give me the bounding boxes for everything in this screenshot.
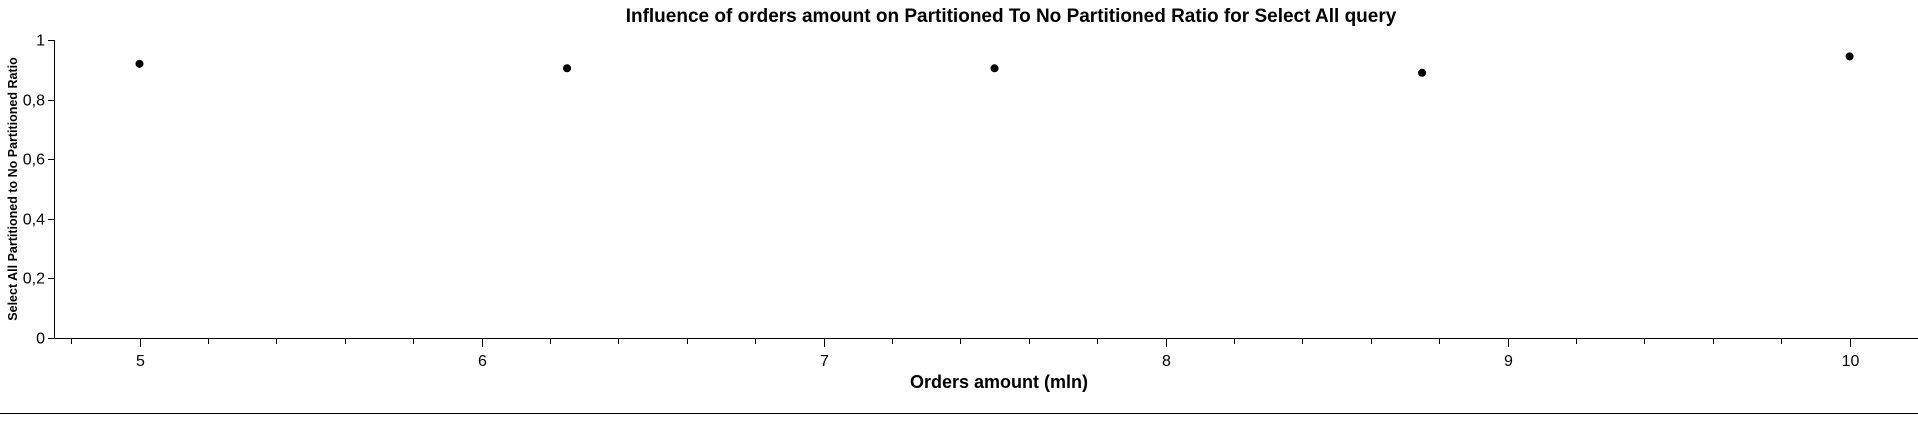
y-tick-label: 0 [36,331,45,348]
data-point [1845,52,1854,61]
chart-title: Influence of orders amount on Partitione… [626,6,1397,27]
y-axis: 0 0,2 0,4 0,6 0,8 1 [23,33,55,348]
x-tick-label: 9 [1504,353,1513,370]
y-axis-label: Select All Partitioned to No Partitioned… [6,57,20,321]
data-point [135,59,144,68]
x-tick-label: 10 [1842,353,1860,370]
x-axis: 5 6 7 8 9 10 [54,338,1918,370]
x-axis-label: Orders amount (mln) [910,372,1088,392]
x-tick-label: 8 [1162,353,1171,370]
x-tick-label: 7 [820,353,829,370]
data-point [1418,68,1427,77]
y-tick-label: 0,4 [23,212,45,229]
x-tick-label: 6 [478,353,487,370]
y-tick-label: 0,6 [23,152,45,169]
data-points [135,52,1854,77]
data-point [990,64,999,73]
y-tick-label: 0,8 [23,93,45,110]
y-tick-label: 1 [36,33,45,50]
data-point [563,64,572,73]
y-tick-label: 0,2 [23,271,45,288]
x-tick-label: 5 [136,353,145,370]
